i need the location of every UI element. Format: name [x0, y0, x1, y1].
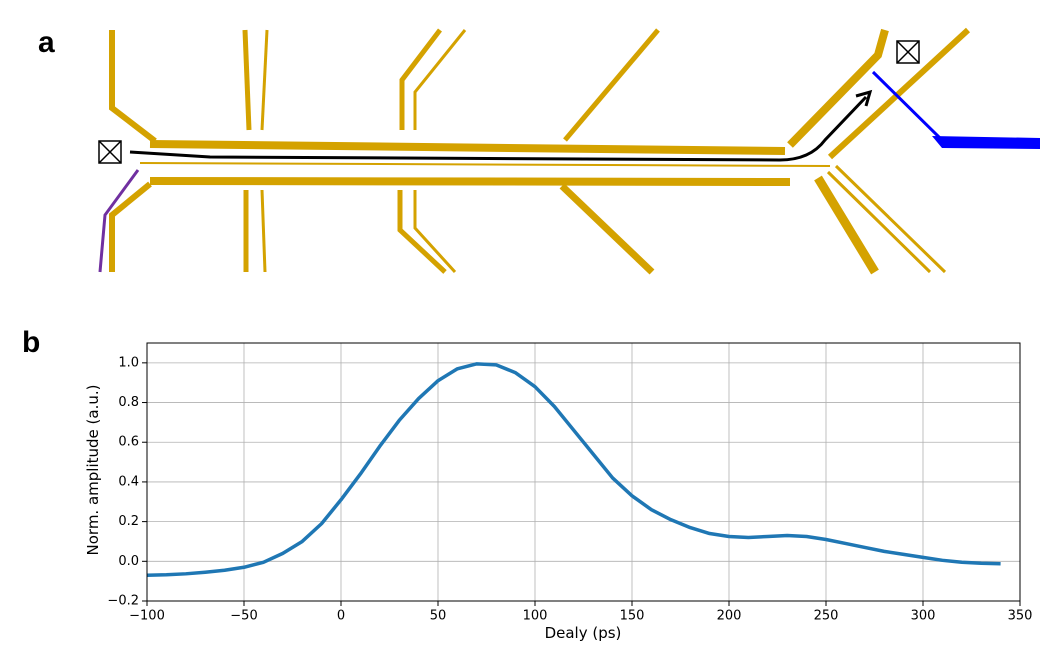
- arrow-head: [855, 89, 873, 107]
- y-tick-label: −0.2: [107, 594, 139, 609]
- waveguide: [149, 177, 791, 186]
- panel-label: b: [22, 326, 40, 359]
- y-axis-label: Norm. amplitude (a.u.): [84, 385, 102, 556]
- y-tick-label: 0.0: [118, 554, 139, 569]
- lead: [826, 170, 932, 274]
- y-tick-label: 0.8: [118, 395, 139, 410]
- x-tick-label: 250: [814, 609, 839, 624]
- port: [98, 140, 122, 164]
- signal-path: [129, 95, 868, 162]
- lead: [827, 27, 971, 160]
- x-tick-label: −100: [129, 609, 165, 624]
- data-line: [146, 362, 1001, 577]
- lead: [413, 190, 457, 274]
- device-diagram: [98, 27, 1040, 275]
- x-axis-label: Dealy (ps): [545, 624, 622, 642]
- lead: [109, 30, 157, 144]
- lead: [559, 183, 655, 275]
- x-tick-label: 300: [911, 609, 936, 624]
- x-tick-label: 100: [523, 609, 548, 624]
- probe: [871, 70, 944, 142]
- port: [896, 40, 920, 64]
- plot: −100 −50 0 50 100 150 200 250 300 350 −0.2 0.0 0.2 0.…: [107, 342, 1033, 624]
- waveguide: [149, 140, 786, 155]
- probe: [98, 169, 140, 273]
- y-tick-label: 0.6: [118, 435, 139, 450]
- x-tick-label: 350: [1008, 609, 1033, 624]
- lead: [814, 175, 879, 275]
- y-tick-label: 1.0: [118, 355, 139, 370]
- x-tick-label: 200: [717, 609, 742, 624]
- probe: [932, 136, 1040, 149]
- lead: [563, 28, 660, 142]
- lead: [397, 190, 447, 274]
- lead: [787, 28, 889, 148]
- lead: [109, 181, 152, 272]
- lead: [260, 189, 267, 273]
- y-tick-label: 0.2: [118, 514, 139, 529]
- lead: [242, 29, 252, 131]
- x-tick-label: −50: [230, 609, 257, 624]
- lead: [413, 29, 467, 130]
- x-tick-label: 50: [430, 609, 447, 624]
- lead: [399, 28, 442, 130]
- lead: [260, 29, 269, 131]
- lead: [834, 164, 947, 274]
- x-tick-label: 0: [337, 609, 345, 624]
- y-tick-label: 0.4: [118, 474, 139, 489]
- plot-frame: [146, 342, 1021, 602]
- x-tick-label: 150: [620, 609, 645, 624]
- waveguide: [139, 162, 831, 167]
- panel-label: a: [38, 26, 55, 59]
